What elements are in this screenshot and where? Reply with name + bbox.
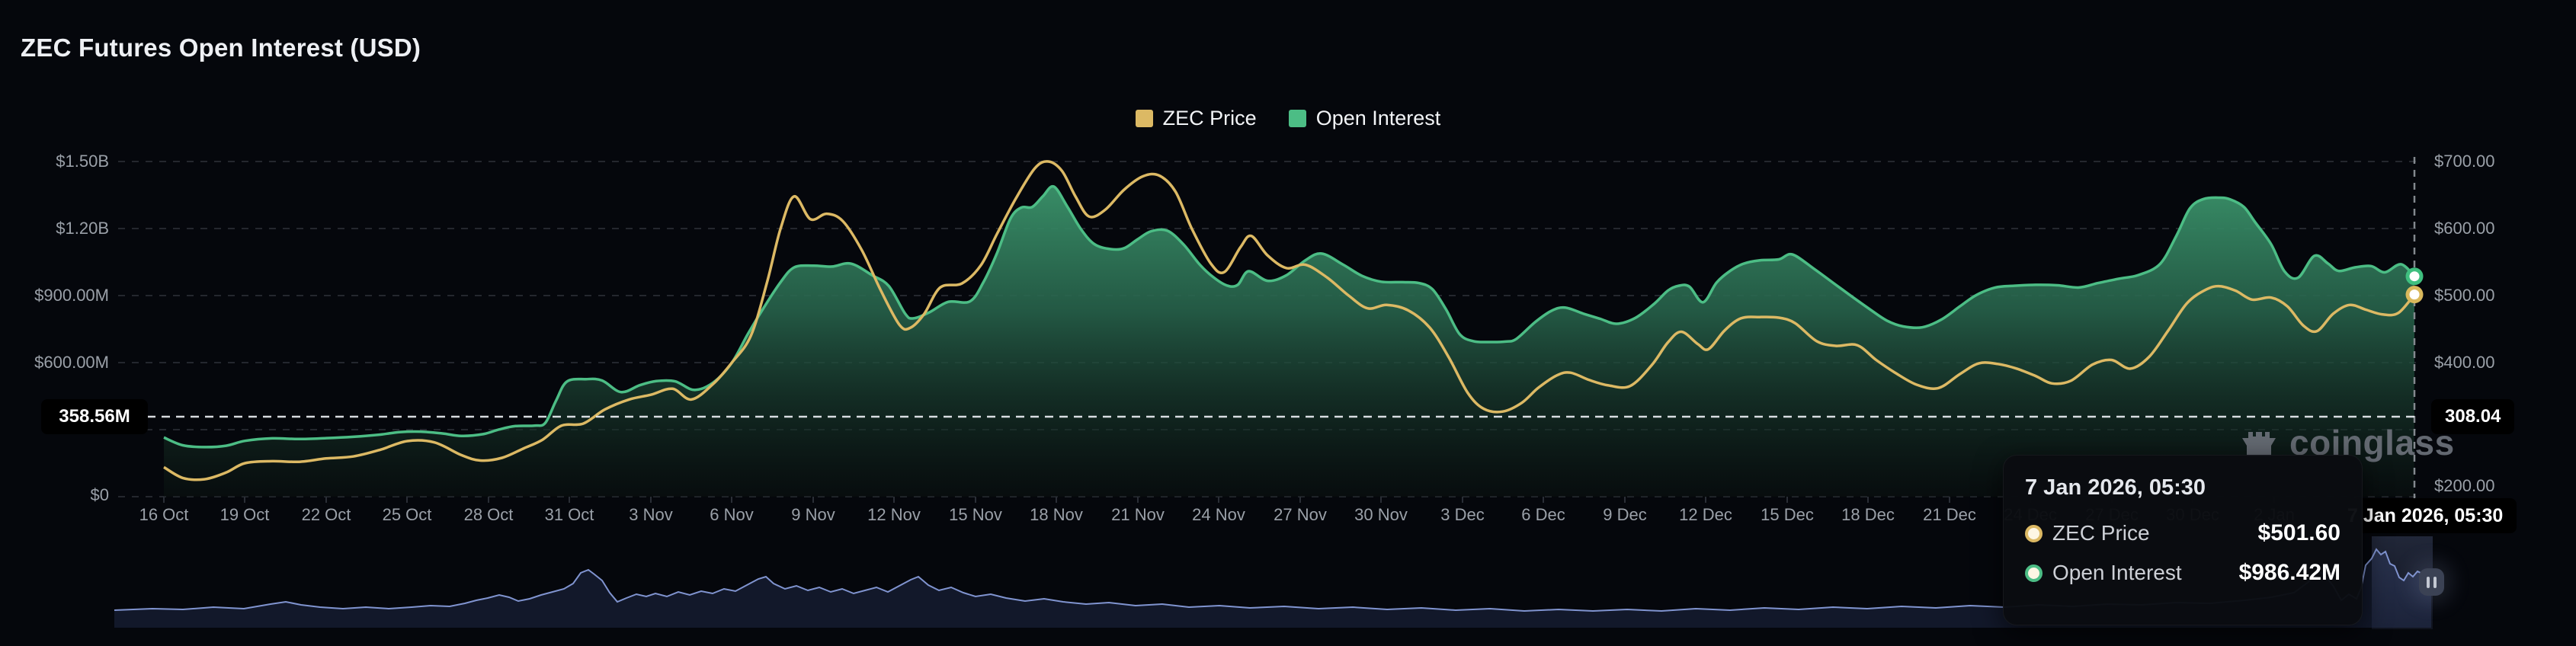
right-axis-tick-label: $700.00	[2434, 152, 2495, 171]
legend-label: ZEC Price	[1162, 107, 1257, 130]
tooltip-row: ZEC Price $501.60	[2025, 520, 2341, 546]
x-axis-tick-label: 18 Nov	[1030, 505, 1083, 524]
x-axis-tick-label: 19 Oct	[219, 505, 270, 524]
left-axis-tick-label: $0	[90, 485, 109, 504]
open-interest-marker-core	[2409, 271, 2420, 282]
navigator-drag-handle[interactable]	[2419, 568, 2444, 596]
zec-price-line	[163, 160, 2416, 481]
tooltip-series-label: ZEC Price	[2052, 521, 2150, 545]
x-axis-tick-label: 24 Nov	[1192, 505, 1245, 524]
x-axis-tick-label: 22 Oct	[301, 505, 351, 524]
x-axis-tick-label: 9 Nov	[791, 505, 835, 524]
series-dot-icon	[2025, 524, 2043, 542]
tooltip-rows: ZEC Price $501.60 Open Interest $986.42M	[2025, 520, 2341, 586]
x-axis-tick-label: 3 Nov	[629, 505, 673, 524]
x-axis-tick-label: 25 Oct	[382, 505, 432, 524]
open-interest-area	[164, 186, 2414, 497]
handle-grip-bar	[2427, 576, 2430, 588]
right-axis-tick-label: $600.00	[2434, 219, 2495, 238]
x-axis-tick-label: 9 Dec	[1603, 505, 1647, 524]
crosshair-left-axis-badge: 358.56M	[41, 399, 148, 434]
x-axis-tick-label: 21 Nov	[1111, 505, 1165, 524]
legend-item-open-interest[interactable]: Open Interest	[1288, 107, 1441, 130]
x-axis-tick-label: 28 Oct	[463, 505, 514, 524]
x-axis-tick-label: 31 Oct	[544, 505, 594, 524]
x-axis-tick-label: 6 Dec	[1521, 505, 1565, 524]
x-axis-tick-label: 30 Nov	[1354, 505, 1408, 524]
x-axis-tick-label: 18 Dec	[1841, 505, 1895, 524]
page-title: ZEC Futures Open Interest (USD)	[21, 34, 421, 62]
left-axis-tick-label: $1.50B	[56, 152, 109, 171]
legend-label: Open Interest	[1315, 107, 1441, 130]
legend-item-zec-price[interactable]: ZEC Price	[1135, 107, 1257, 130]
crosshair-right-axis-badge: 308.04	[2431, 399, 2515, 434]
open-interest-line	[163, 184, 2416, 449]
legend: ZEC Price Open Interest	[0, 107, 2576, 130]
x-axis-tick-label: 12 Dec	[1679, 505, 1732, 524]
left-axis-tick-label: $600.00M	[34, 353, 109, 372]
x-axis-tick-label: 16 Oct	[139, 505, 189, 524]
zec-price-marker-core	[2409, 289, 2420, 300]
coinglass-logo-icon	[2239, 424, 2279, 461]
handle-grip-bar	[2433, 576, 2437, 588]
crosshair-date-badge: 7 Jan 2026, 05:30	[2334, 498, 2517, 533]
x-axis-tick-label: 12 Nov	[867, 505, 921, 524]
right-axis-tick-label: $400.00	[2434, 353, 2495, 372]
x-axis-tick-label: 6 Nov	[710, 505, 754, 524]
right-axis-tick-label: $500.00	[2434, 286, 2495, 305]
x-axis-tick-label: 15 Dec	[1761, 505, 1814, 524]
x-axis-tick-label: 3 Dec	[1440, 505, 1485, 524]
x-axis-tick-label: 15 Nov	[949, 505, 1002, 524]
tooltip-series-value: $501.60	[2257, 520, 2341, 545]
left-axis-tick-label: $900.00M	[34, 286, 109, 305]
x-axis-tick-label: 21 Dec	[1923, 505, 1976, 524]
left-axis-tick-label: $1.20B	[56, 219, 109, 238]
tooltip-row: Open Interest $986.42M	[2025, 560, 2341, 586]
tooltip: 7 Jan 2026, 05:30 ZEC Price $501.60 Open I…	[2003, 455, 2363, 625]
tooltip-date: 7 Jan 2026, 05:30	[2025, 475, 2206, 500]
series-dot-icon	[2025, 564, 2043, 582]
right-axis-tick-label: $200.00	[2434, 476, 2495, 495]
legend-swatch-icon	[1288, 110, 1306, 127]
x-axis-tick-label: 27 Nov	[1274, 505, 1327, 524]
tooltip-series-label: Open Interest	[2052, 561, 2182, 584]
tooltip-series-value: $986.42M	[2238, 560, 2341, 585]
legend-swatch-icon	[1135, 110, 1153, 127]
